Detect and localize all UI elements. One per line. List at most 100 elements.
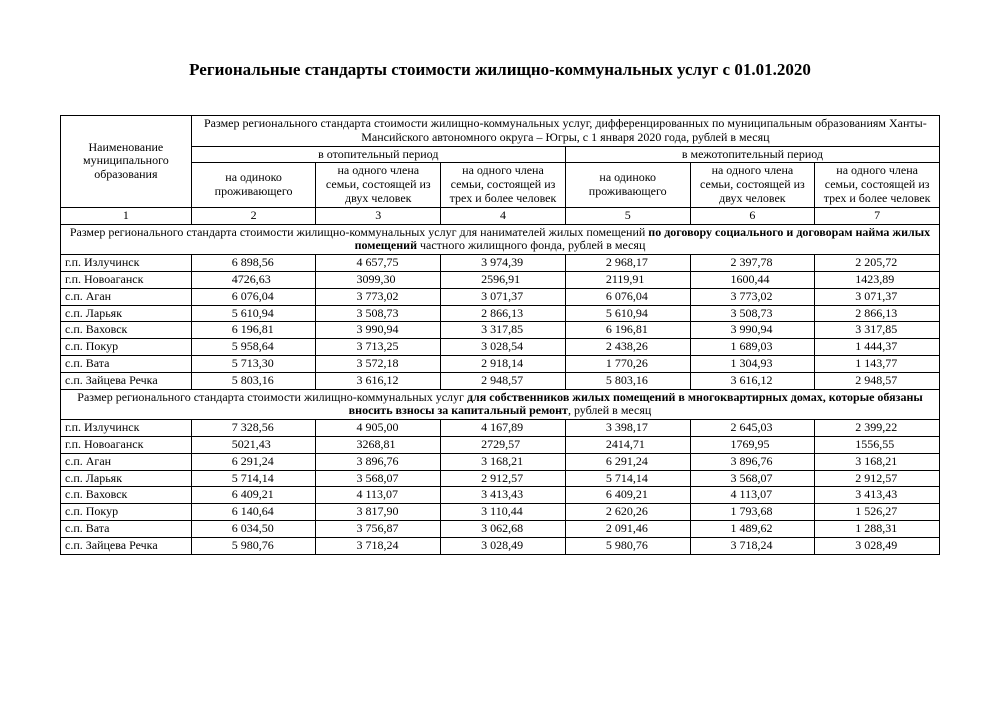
- row-name: с.п. Зайцева Речка: [61, 372, 192, 389]
- row-value: 4 113,07: [690, 487, 815, 504]
- table-row: с.п. Вата6 034,503 756,873 062,682 091,4…: [61, 520, 940, 537]
- table-row: с.п. Зайцева Речка5 980,763 718,243 028,…: [61, 537, 940, 554]
- row-value: 3 718,24: [690, 537, 815, 554]
- row-value: 5 803,16: [191, 372, 316, 389]
- row-value: 2 912,57: [815, 470, 940, 487]
- row-value: 4 905,00: [316, 420, 441, 437]
- row-value: 2 205,72: [815, 255, 940, 272]
- row-value: 3268,81: [316, 436, 441, 453]
- row-value: 1 143,77: [815, 355, 940, 372]
- row-value: 3 616,12: [316, 372, 441, 389]
- row-value: 6 409,21: [191, 487, 316, 504]
- row-value: 3 990,94: [690, 322, 815, 339]
- table-row: с.п. Ваховск6 196,813 990,943 317,856 19…: [61, 322, 940, 339]
- colnum-1: 1: [61, 207, 192, 224]
- table-row: г.п. Новоаганск5021,433268,812729,572414…: [61, 436, 940, 453]
- row-name: г.п. Новоаганск: [61, 436, 192, 453]
- row-value: 5 980,76: [565, 537, 690, 554]
- row-value: 6 140,64: [191, 504, 316, 521]
- row-value: 3 713,25: [316, 339, 441, 356]
- row-value: 1 489,62: [690, 520, 815, 537]
- row-value: 6 076,04: [191, 288, 316, 305]
- row-value: 3 817,90: [316, 504, 441, 521]
- row-name: с.п. Зайцева Речка: [61, 537, 192, 554]
- row-value: 2 397,78: [690, 255, 815, 272]
- row-value: 3099,30: [316, 271, 441, 288]
- row-value: 3 168,21: [815, 453, 940, 470]
- row-value: 4 167,89: [441, 420, 566, 437]
- row-value: 3 568,07: [316, 470, 441, 487]
- row-value: 1 444,37: [815, 339, 940, 356]
- row-value: 3 773,02: [316, 288, 441, 305]
- row-value: 3 990,94: [316, 322, 441, 339]
- row-value: 2414,71: [565, 436, 690, 453]
- row-value: 1 770,26: [565, 355, 690, 372]
- row-value: 6 291,24: [565, 453, 690, 470]
- row-value: 5021,43: [191, 436, 316, 453]
- row-value: 1600,44: [690, 271, 815, 288]
- header-sub-three-1: на одного члена семьи, состоящей из трех…: [441, 163, 566, 207]
- table-row: г.п. Излучинск7 328,564 905,004 167,893 …: [61, 420, 940, 437]
- row-value: 2729,57: [441, 436, 566, 453]
- row-value: 2 948,57: [815, 372, 940, 389]
- row-name: с.п. Вата: [61, 355, 192, 372]
- row-value: 5 714,14: [565, 470, 690, 487]
- row-value: 3 508,73: [316, 305, 441, 322]
- table-row: с.п. Аган6 291,243 896,763 168,216 291,2…: [61, 453, 940, 470]
- row-name: г.п. Излучинск: [61, 255, 192, 272]
- row-value: 2 968,17: [565, 255, 690, 272]
- row-value: 3 616,12: [690, 372, 815, 389]
- standards-table: Наименование муниципального образования …: [60, 115, 940, 555]
- row-value: 5 980,76: [191, 537, 316, 554]
- row-value: 1 288,31: [815, 520, 940, 537]
- row-value: 2 645,03: [690, 420, 815, 437]
- row-value: 1769,95: [690, 436, 815, 453]
- table-row: с.п. Ларьяк5 610,943 508,732 866,135 610…: [61, 305, 940, 322]
- row-value: 2 438,26: [565, 339, 690, 356]
- row-value: 1 793,68: [690, 504, 815, 521]
- row-value: 5 958,64: [191, 339, 316, 356]
- row-value: 3 028,54: [441, 339, 566, 356]
- header-sub-two-1: на одного члена семьи, состоящей из двух…: [316, 163, 441, 207]
- row-value: 2 399,22: [815, 420, 940, 437]
- row-value: 1 689,03: [690, 339, 815, 356]
- table-row: г.п. Излучинск6 898,564 657,753 974,392 …: [61, 255, 940, 272]
- row-name: с.п. Покур: [61, 504, 192, 521]
- header-col-name: Наименование муниципального образования: [61, 116, 192, 208]
- table-row: с.п. Покур5 958,643 713,253 028,542 438,…: [61, 339, 940, 356]
- table-row: г.п. Новоаганск4726,633099,302596,912119…: [61, 271, 940, 288]
- row-name: с.п. Вата: [61, 520, 192, 537]
- row-value: 3 168,21: [441, 453, 566, 470]
- row-value: 2 620,26: [565, 504, 690, 521]
- row-name: с.п. Ваховск: [61, 487, 192, 504]
- row-value: 1 304,93: [690, 355, 815, 372]
- row-name: с.п. Ларьяк: [61, 470, 192, 487]
- colnum-7: 7: [815, 207, 940, 224]
- table-row: с.п. Аган6 076,043 773,023 071,376 076,0…: [61, 288, 940, 305]
- row-value: 6 196,81: [565, 322, 690, 339]
- row-value: 6 034,50: [191, 520, 316, 537]
- row-value: 7 328,56: [191, 420, 316, 437]
- colnum-5: 5: [565, 207, 690, 224]
- colnum-2: 2: [191, 207, 316, 224]
- row-value: 2 866,13: [441, 305, 566, 322]
- colnum-3: 3: [316, 207, 441, 224]
- table-row: с.п. Вата5 713,303 572,182 918,141 770,2…: [61, 355, 940, 372]
- row-value: 1423,89: [815, 271, 940, 288]
- row-name: с.п. Покур: [61, 339, 192, 356]
- row-value: 4 113,07: [316, 487, 441, 504]
- row-name: г.п. Новоаганск: [61, 271, 192, 288]
- row-value: 3 062,68: [441, 520, 566, 537]
- row-value: 2 866,13: [815, 305, 940, 322]
- row-value: 2 918,14: [441, 355, 566, 372]
- row-value: 5 610,94: [565, 305, 690, 322]
- header-sub-single-2: на одиноко проживающего: [565, 163, 690, 207]
- row-value: 3 896,76: [690, 453, 815, 470]
- row-value: 3 071,37: [815, 288, 940, 305]
- row-value: 3 508,73: [690, 305, 815, 322]
- row-value: 6 196,81: [191, 322, 316, 339]
- row-value: 3 317,85: [441, 322, 566, 339]
- row-value: 3 572,18: [316, 355, 441, 372]
- header-sub-three-2: на одного члена семьи, состоящей из трех…: [815, 163, 940, 207]
- row-value: 2 912,57: [441, 470, 566, 487]
